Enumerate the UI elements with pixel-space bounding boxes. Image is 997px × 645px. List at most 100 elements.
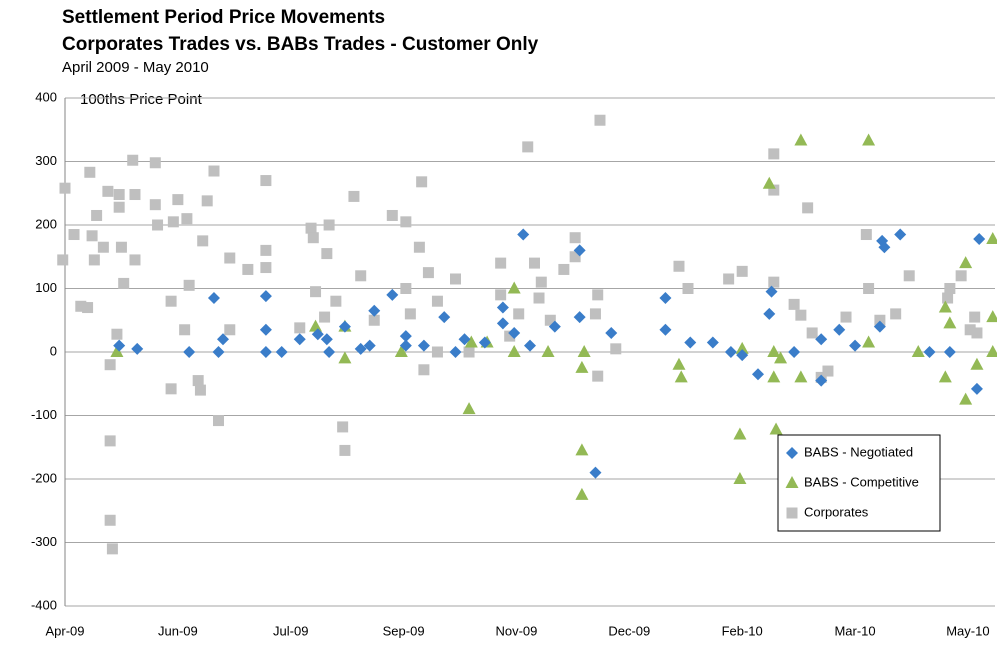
point: [605, 326, 618, 339]
point: [517, 228, 530, 241]
point: [127, 154, 139, 166]
point: [573, 311, 586, 324]
point: [944, 283, 956, 294]
point: [815, 374, 828, 387]
point: [802, 202, 814, 214]
point: [183, 346, 196, 358]
point: [938, 300, 952, 313]
point: [394, 345, 408, 357]
point: [873, 320, 886, 333]
x-tick-label: Mar-10: [834, 623, 875, 638]
point: [862, 133, 876, 146]
point: [943, 346, 956, 358]
y-tick-label: 400: [35, 89, 57, 104]
point: [68, 229, 80, 241]
point: [212, 346, 225, 358]
point: [115, 241, 127, 253]
point: [399, 339, 412, 352]
point: [212, 415, 224, 427]
point: [259, 346, 272, 358]
point: [765, 285, 778, 298]
point: [986, 310, 997, 323]
point: [275, 346, 288, 358]
x-tick-label: Feb-10: [722, 623, 763, 638]
point: [541, 345, 555, 357]
point: [724, 346, 737, 358]
y-tick-label: -100: [31, 407, 57, 422]
point: [723, 273, 735, 285]
y-tick-label: -300: [31, 534, 57, 549]
y-tick-label: 300: [35, 153, 57, 168]
point: [311, 328, 324, 341]
point: [208, 165, 220, 177]
x-tick-label: Dec-09: [608, 623, 650, 638]
point: [172, 194, 184, 206]
point: [330, 295, 342, 307]
point: [973, 232, 986, 245]
point: [682, 283, 694, 294]
point: [224, 324, 236, 336]
point: [878, 241, 891, 254]
point: [548, 320, 561, 333]
point: [242, 263, 254, 275]
point: [943, 316, 957, 329]
point: [833, 323, 846, 336]
y-tick-label: 200: [35, 216, 57, 231]
point: [575, 360, 589, 373]
point: [589, 308, 601, 320]
point: [354, 342, 367, 355]
point: [767, 370, 781, 383]
x-tick-label: Jul-09: [273, 623, 308, 638]
point: [794, 133, 808, 146]
point: [181, 213, 193, 225]
point: [149, 199, 161, 211]
point: [91, 209, 103, 221]
point: [368, 304, 381, 317]
point: [111, 328, 123, 340]
point: [400, 283, 412, 294]
point: [592, 289, 604, 301]
point: [462, 402, 476, 415]
point: [495, 257, 507, 269]
point: [684, 336, 697, 349]
point: [431, 346, 443, 358]
point: [768, 148, 780, 160]
point: [449, 346, 462, 358]
point: [386, 209, 398, 221]
point: [179, 324, 191, 336]
point: [463, 346, 475, 358]
point: [535, 276, 547, 288]
point: [338, 351, 352, 364]
point: [113, 339, 126, 352]
x-tick-label: May-10: [946, 623, 989, 638]
point: [82, 302, 94, 314]
point: [911, 345, 925, 357]
x-tick-label: Sep-09: [383, 623, 425, 638]
point: [104, 359, 116, 371]
point: [422, 267, 434, 279]
point: [569, 232, 581, 244]
point: [751, 368, 764, 381]
point: [733, 472, 747, 484]
point: [97, 241, 109, 253]
point: [986, 345, 997, 357]
point: [903, 270, 915, 282]
point: [762, 176, 776, 189]
point: [323, 346, 336, 358]
point: [438, 311, 451, 324]
point: [815, 333, 828, 346]
point: [259, 323, 272, 336]
point: [305, 222, 317, 234]
point: [508, 326, 521, 339]
point: [307, 232, 319, 244]
date-range: April 2009 - May 2010: [62, 59, 209, 76]
point: [788, 346, 801, 358]
y-tick-label: -400: [31, 597, 57, 612]
point: [860, 229, 872, 241]
point: [183, 279, 195, 291]
point: [674, 370, 688, 383]
point: [131, 342, 144, 355]
point: [86, 230, 98, 242]
point: [767, 345, 781, 357]
point: [774, 351, 788, 364]
